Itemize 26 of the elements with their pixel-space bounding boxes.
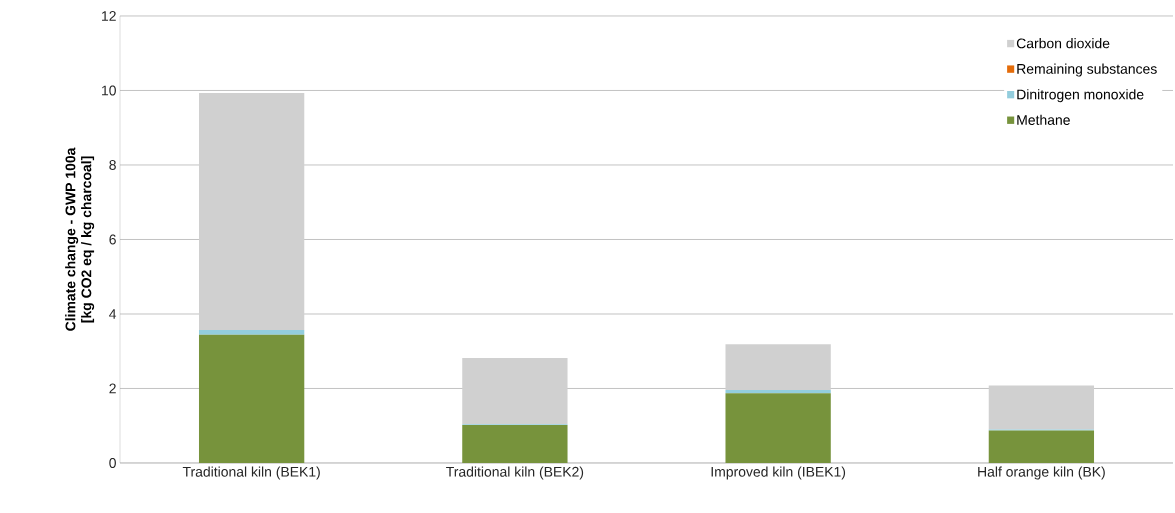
legend-label: Methane <box>1017 114 1070 125</box>
bar <box>988 430 1095 463</box>
bar <box>725 344 831 390</box>
y-tick-label: 12 <box>102 11 116 21</box>
x-tick-label: Traditional kiln (BEK1) <box>182 466 320 480</box>
y-tick-label: 0 <box>109 458 116 468</box>
bar <box>462 424 568 463</box>
bar <box>725 393 831 463</box>
legend-label: Carbon dioxide <box>1016 38 1110 49</box>
y-tick-label: 2 <box>109 383 116 394</box>
x-tick-label: Improved kiln (IBEK1) <box>711 466 846 480</box>
bar <box>988 385 1095 430</box>
bar <box>198 334 305 463</box>
y-tick-label: 6 <box>109 234 116 245</box>
y-axis-title: Climate change - GWP 100a [kg CO2 eq / kg charcoal] <box>65 147 95 331</box>
y-tick-label: 4 <box>109 309 117 319</box>
y-tick-label: 8 <box>109 160 116 170</box>
x-tick-label: Half orange kiln (BK) <box>978 466 1105 480</box>
y-tick-label: 10 <box>102 85 116 96</box>
legend-label: Remaining substances <box>1017 63 1157 77</box>
bar <box>462 357 568 425</box>
legend-label: Dinitrogen monoxide <box>1017 89 1144 103</box>
bar <box>198 330 305 335</box>
bar <box>198 93 305 330</box>
bar <box>725 389 831 394</box>
x-tick-label: Traditional kiln (BEK2) <box>446 466 584 480</box>
